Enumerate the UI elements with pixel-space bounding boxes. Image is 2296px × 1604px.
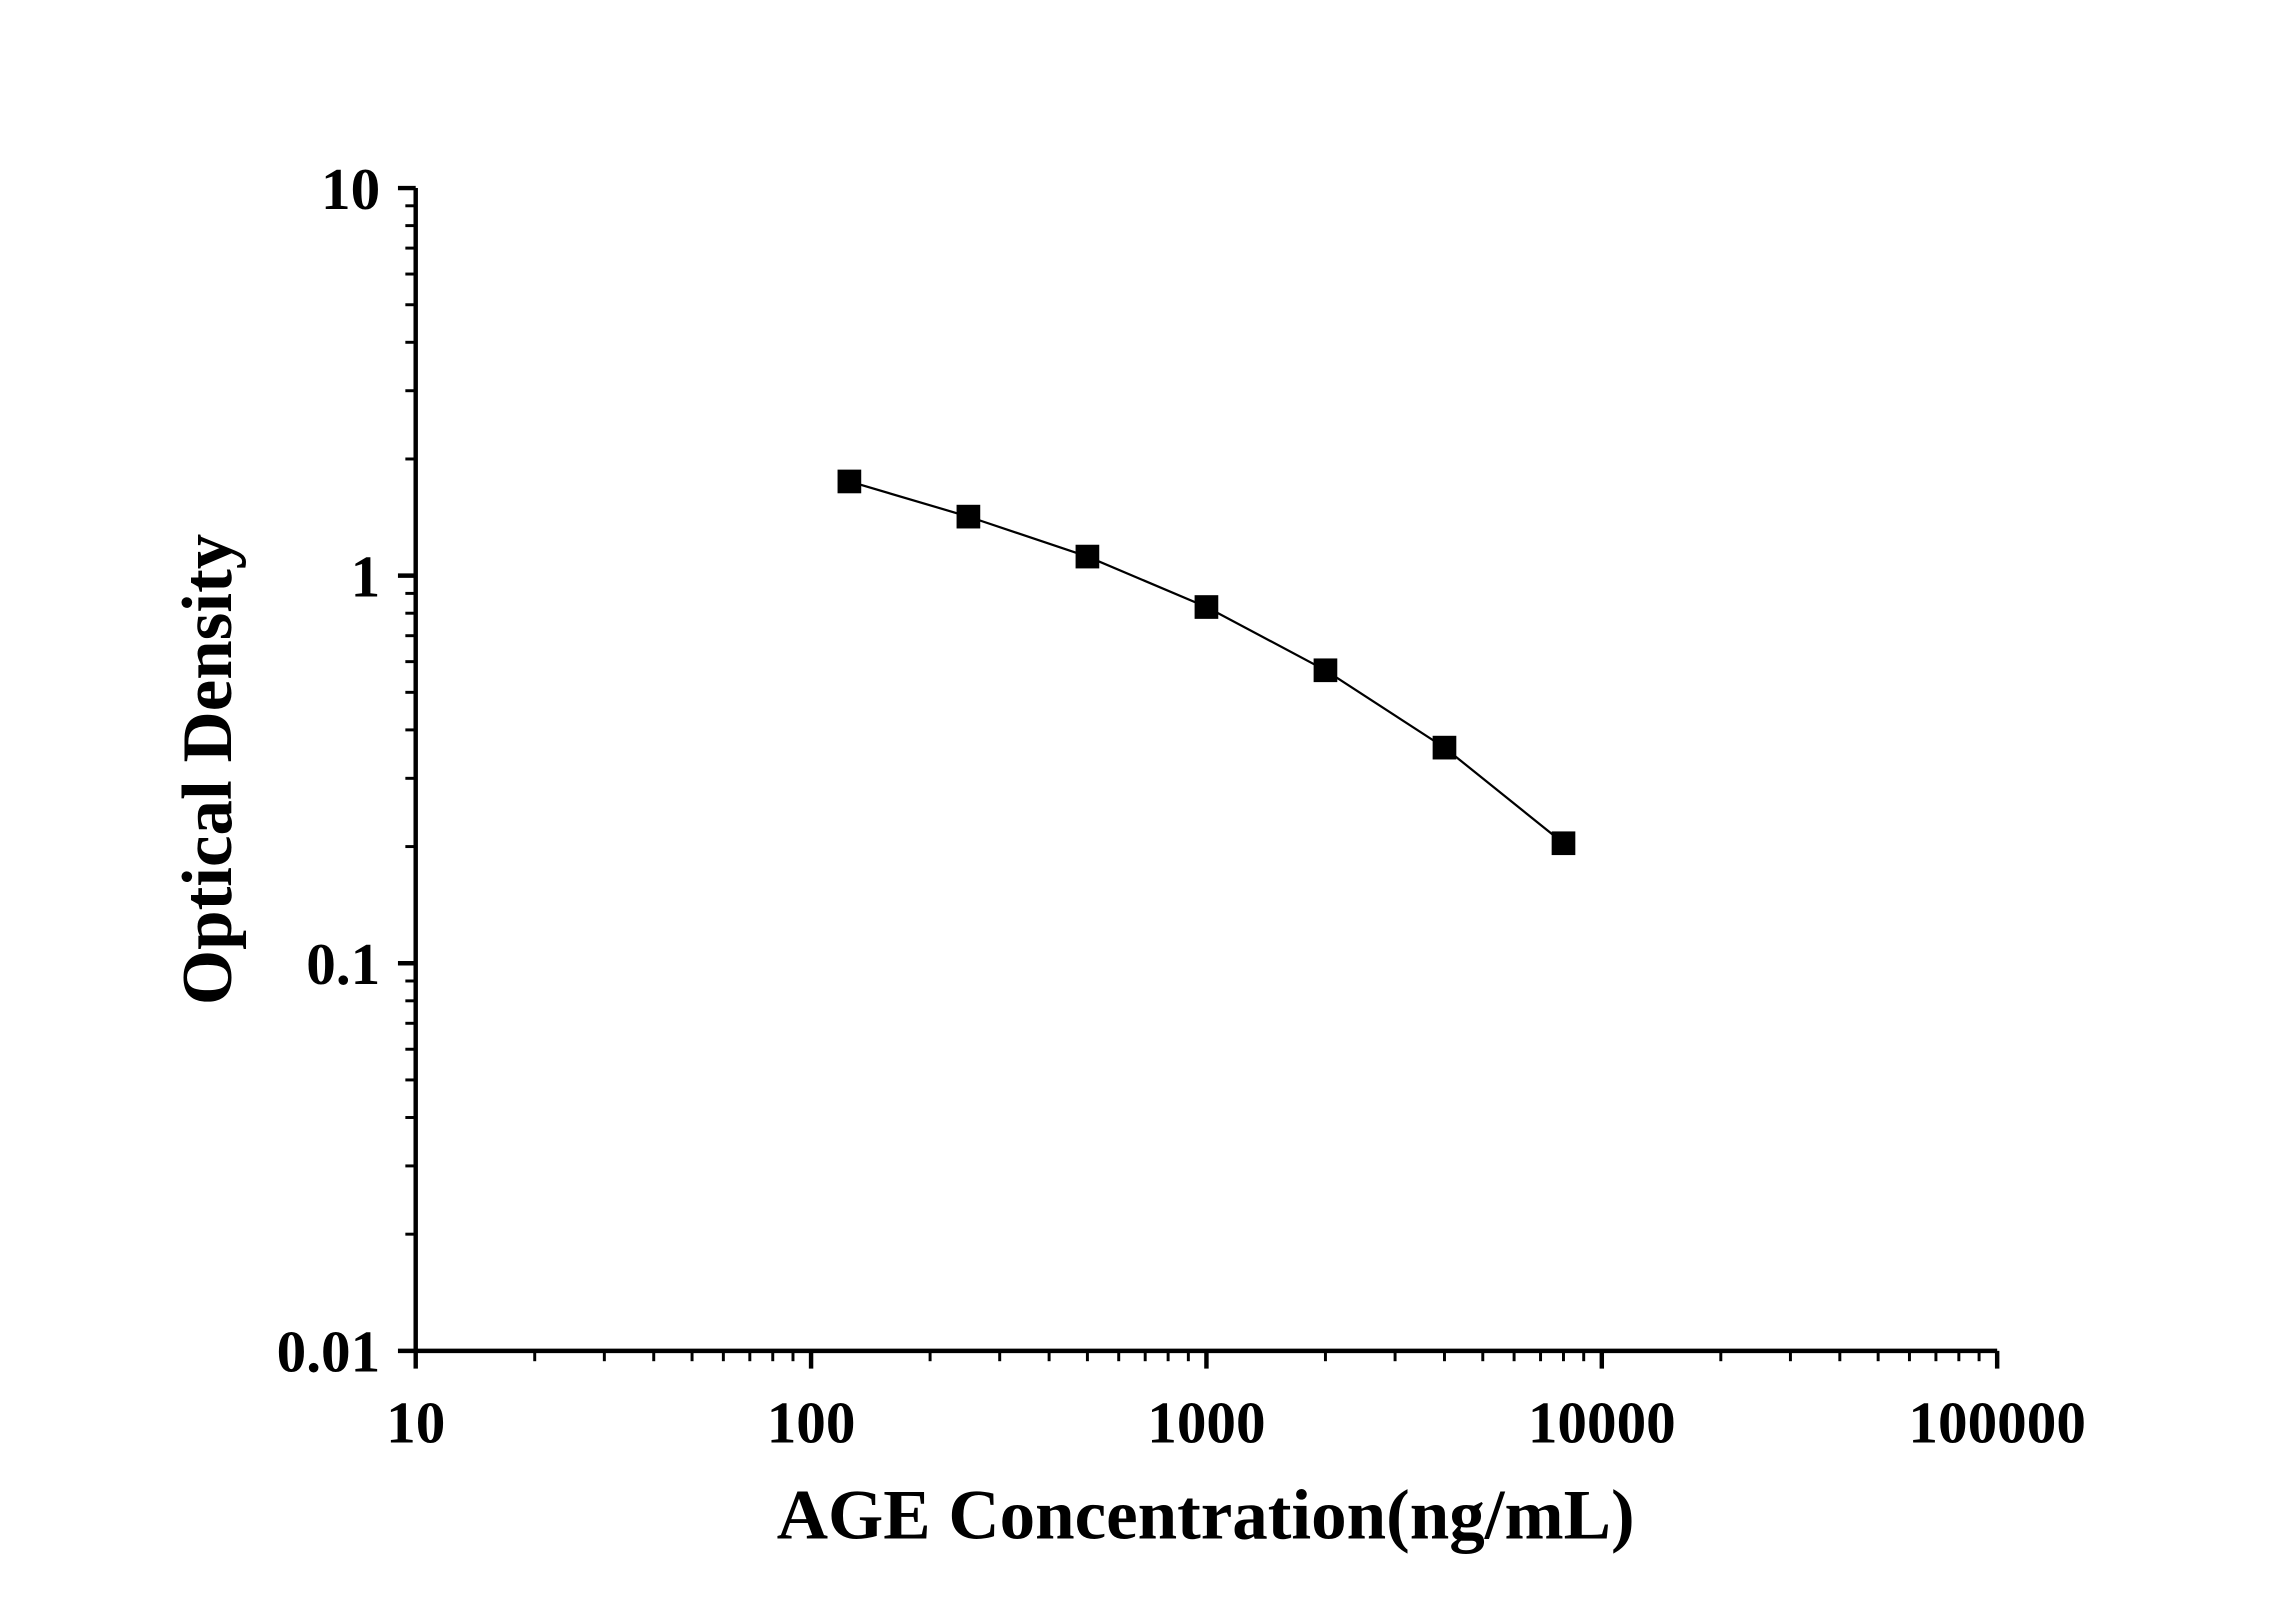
y-tick-label: 1 xyxy=(351,543,381,609)
x-axis-label: AGE Concentration(ng/mL) xyxy=(777,1477,1635,1555)
y-tick-label: 0.01 xyxy=(277,1319,381,1385)
x-tick-label: 10 xyxy=(386,1390,445,1456)
data-point xyxy=(1194,595,1219,619)
ticks: 10 100 1000 10000 100000 0.01 0.1 1 10 xyxy=(277,156,2086,1456)
x-tick-label: 10000 xyxy=(1528,1390,1676,1456)
series xyxy=(837,469,1576,856)
x-tick-label: 100 xyxy=(767,1390,856,1456)
data-point xyxy=(1551,831,1576,856)
series-line xyxy=(849,480,1565,845)
data-point xyxy=(1432,735,1457,760)
y-tick-label: 0.1 xyxy=(306,931,380,997)
x-tick-label: 100000 xyxy=(1908,1390,2085,1456)
axes xyxy=(413,188,1998,1354)
data-point xyxy=(1313,658,1338,683)
y-axis-label: Optical Density xyxy=(169,534,247,1005)
data-point xyxy=(1075,544,1100,569)
x-tick-label: 1000 xyxy=(1147,1390,1265,1456)
data-point xyxy=(837,469,862,494)
y-tick-label: 10 xyxy=(321,156,380,222)
data-point xyxy=(956,504,981,529)
